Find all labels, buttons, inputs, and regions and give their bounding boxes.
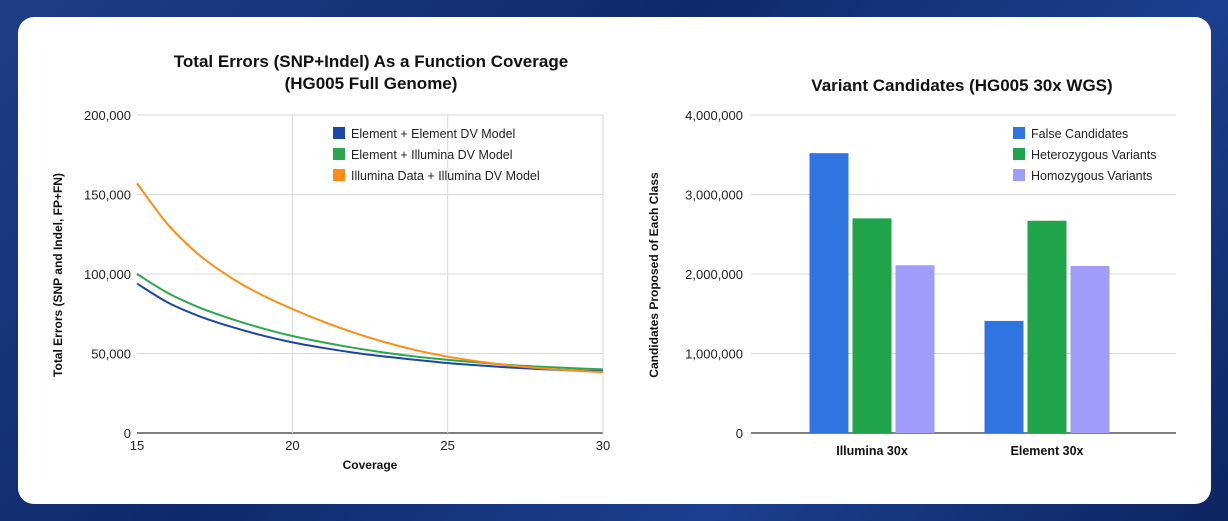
bar-chart-category-label: Illumina 30x <box>836 444 908 458</box>
bar-chart-bars <box>809 153 1110 433</box>
bar-chart-y-tick-label: 3,000,000 <box>685 188 743 203</box>
legend-swatch-line-1 <box>333 127 345 139</box>
line-chart-series <box>136 182 604 374</box>
line-chart: Total Errors (SNP+Indel) As a Function C… <box>51 52 610 472</box>
line-chart-x-tick-label: 30 <box>596 438 610 453</box>
line-chart-y-tick-label: 50,000 <box>91 347 131 362</box>
line-chart-x-axis-title: Coverage <box>343 458 398 472</box>
line-chart-y-tick-label: 200,000 <box>84 108 131 123</box>
legend-swatch-bar-2 <box>1013 148 1025 160</box>
bar-chart-category-label: Element 30x <box>1011 444 1084 458</box>
bar-2-2 <box>1027 220 1067 433</box>
line-chart-y-tick-label: 0 <box>124 426 131 441</box>
bar-chart: Variant Candidates (HG005 30x WGS) 0 1,00… <box>647 76 1176 458</box>
legend-label-line-1: Element + Element DV Model <box>351 127 515 141</box>
line-chart-y-ticks: 0 50,000 100,000 150,000 200,000 <box>84 108 131 441</box>
line-series-2 <box>136 273 604 371</box>
bar-chart-legend: False Candidates Heterozygous Variants Hom… <box>1013 127 1157 183</box>
bar-2-1 <box>984 320 1024 433</box>
bar-chart-y-tick-label: 0 <box>736 426 743 441</box>
line-chart-x-tick-label: 25 <box>440 438 454 453</box>
bar-chart-y-tick-label: 1,000,000 <box>685 347 743 362</box>
legend-swatch-bar-3 <box>1013 169 1025 181</box>
bar-1-1 <box>809 153 849 433</box>
line-chart-y-tick-label: 150,000 <box>84 188 131 203</box>
legend-label-bar-1: False Candidates <box>1031 127 1128 141</box>
line-chart-legend: Element + Element DV Model Element + Illu… <box>333 127 540 183</box>
legend-swatch-line-3 <box>333 169 345 181</box>
legend-label-bar-3: Homozygous Variants <box>1031 169 1152 183</box>
bar-1-3 <box>895 265 935 433</box>
legend-label-bar-2: Heterozygous Variants <box>1031 148 1157 162</box>
legend-swatch-line-2 <box>333 148 345 160</box>
bar-chart-y-tick-label: 4,000,000 <box>685 108 743 123</box>
line-series-3 <box>136 182 604 374</box>
line-series-1 <box>136 282 604 373</box>
line-chart-x-tick-label: 20 <box>285 438 299 453</box>
bar-1-2 <box>852 218 892 433</box>
legend-label-line-3: Illumina Data + Illumina DV Model <box>351 169 540 183</box>
bar-chart-title: Variant Candidates (HG005 30x WGS) <box>811 76 1112 95</box>
line-chart-y-axis-title: Total Errors (SNP and Indel, FP+FN) <box>51 173 65 377</box>
bar-chart-y-axis-title: Candidates Proposed of Each Class <box>647 172 661 378</box>
line-chart-title-line1: Total Errors (SNP+Indel) As a Function C… <box>174 52 568 71</box>
bar-chart-y-ticks: 0 1,000,000 2,000,000 3,000,000 4,000,000 <box>685 108 743 441</box>
bar-chart-y-tick-label: 2,000,000 <box>685 267 743 282</box>
legend-swatch-bar-1 <box>1013 127 1025 139</box>
line-chart-x-ticks: 15 20 25 30 <box>130 438 610 453</box>
line-chart-title-line2: (HG005 Full Genome) <box>285 74 458 93</box>
line-chart-x-tick-label: 15 <box>130 438 144 453</box>
line-chart-y-tick-label: 100,000 <box>84 267 131 282</box>
bar-chart-category-labels: Illumina 30x Element 30x <box>836 444 1083 458</box>
legend-label-line-2: Element + Illumina DV Model <box>351 148 513 162</box>
bar-2-3 <box>1070 266 1110 433</box>
line-chart-grid <box>137 114 604 434</box>
